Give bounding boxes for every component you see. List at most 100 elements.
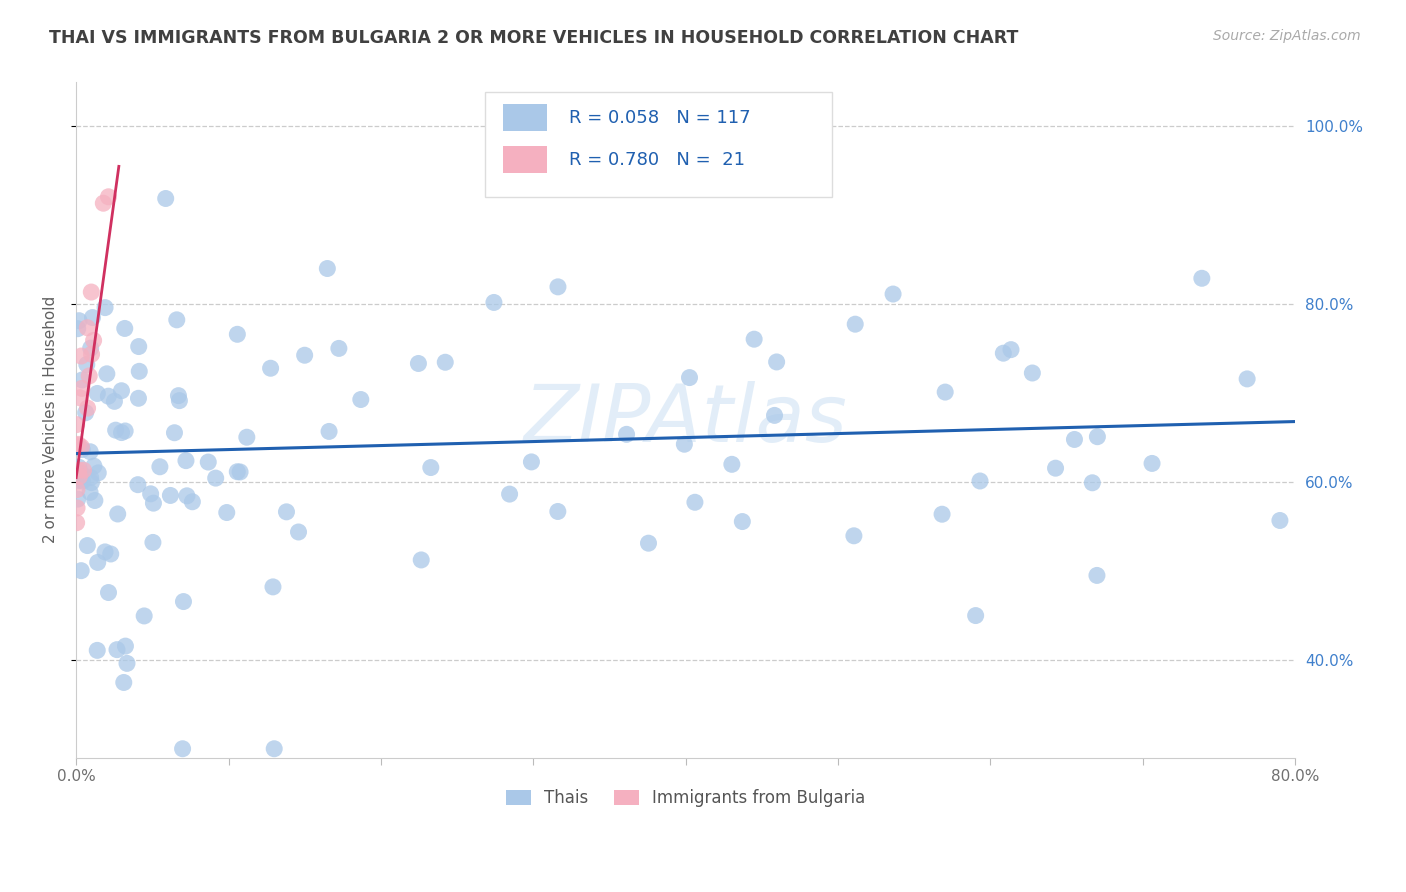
Point <box>83 334 105 348</box>
Point <box>262 580 284 594</box>
Point <box>259 361 281 376</box>
Point <box>66 500 89 515</box>
Point <box>70 373 93 387</box>
Point <box>731 515 754 529</box>
Point <box>176 489 198 503</box>
Point <box>114 321 136 335</box>
Point <box>263 741 285 756</box>
Point <box>1045 461 1067 475</box>
Point <box>66 483 89 497</box>
Point <box>103 394 125 409</box>
Point <box>86 556 108 570</box>
Point <box>128 364 150 378</box>
Point <box>110 425 132 440</box>
Point <box>75 406 97 420</box>
Point <box>276 505 298 519</box>
Point <box>66 438 89 452</box>
Point <box>1063 433 1085 447</box>
Point <box>172 741 194 756</box>
Point <box>181 495 204 509</box>
Point <box>328 342 350 356</box>
Point <box>67 474 90 488</box>
Point <box>763 409 786 423</box>
Point <box>1140 457 1163 471</box>
Point <box>1236 372 1258 386</box>
Point <box>931 507 953 521</box>
Point <box>70 564 93 578</box>
Point <box>79 485 101 500</box>
Point <box>226 327 249 342</box>
Point <box>72 442 94 457</box>
Point <box>742 332 765 346</box>
Point <box>163 425 186 440</box>
Point <box>172 594 194 608</box>
Point <box>72 463 94 477</box>
Point <box>934 385 956 400</box>
Point <box>969 474 991 488</box>
Point <box>80 341 103 355</box>
Point <box>110 384 132 398</box>
Point <box>86 643 108 657</box>
Point <box>294 348 316 362</box>
Point <box>80 347 103 361</box>
Point <box>97 585 120 599</box>
Point <box>167 389 190 403</box>
Point <box>159 488 181 502</box>
Point <box>80 475 103 490</box>
Point <box>104 423 127 437</box>
Point <box>166 313 188 327</box>
Point <box>127 477 149 491</box>
Point <box>1081 475 1104 490</box>
Point <box>965 608 987 623</box>
Point <box>721 458 744 472</box>
Point <box>94 301 117 315</box>
Point <box>67 314 90 328</box>
Point <box>993 346 1015 360</box>
Point <box>83 493 105 508</box>
Point <box>683 495 706 509</box>
Point <box>236 430 259 444</box>
Point <box>87 466 110 480</box>
Point <box>67 460 90 475</box>
Point <box>482 295 505 310</box>
Point <box>882 287 904 301</box>
Point <box>107 507 129 521</box>
Point <box>1087 430 1109 444</box>
Point <box>80 285 103 299</box>
Y-axis label: 2 or more Vehicles in Household: 2 or more Vehicles in Household <box>44 296 58 543</box>
Point <box>70 467 93 481</box>
Point <box>128 340 150 354</box>
Point <box>76 358 98 372</box>
Point <box>197 455 219 469</box>
Point <box>1191 271 1213 285</box>
Point <box>142 496 165 510</box>
Bar <box>503 146 547 173</box>
Point <box>1021 366 1043 380</box>
Text: R = 0.780   N =  21: R = 0.780 N = 21 <box>568 151 745 169</box>
Point <box>155 192 177 206</box>
Point <box>70 381 93 395</box>
Point <box>316 261 339 276</box>
Point <box>547 504 569 518</box>
Point <box>69 469 91 483</box>
Point <box>408 356 430 370</box>
Point <box>76 320 98 334</box>
Point <box>134 609 156 624</box>
Point <box>547 280 569 294</box>
Point <box>67 463 90 477</box>
Point <box>66 492 89 507</box>
Point <box>66 417 89 432</box>
Point <box>69 391 91 405</box>
Point <box>1085 568 1108 582</box>
Point <box>115 657 138 671</box>
Point <box>114 424 136 438</box>
Point <box>114 639 136 653</box>
Point <box>79 470 101 484</box>
Point <box>97 389 120 403</box>
Point <box>83 459 105 474</box>
Point <box>66 321 89 335</box>
Text: THAI VS IMMIGRANTS FROM BULGARIA 2 OR MORE VEHICLES IN HOUSEHOLD CORRELATION CHA: THAI VS IMMIGRANTS FROM BULGARIA 2 OR MO… <box>49 29 1018 46</box>
Point <box>616 427 638 442</box>
Point <box>67 437 90 451</box>
Point <box>76 401 98 416</box>
